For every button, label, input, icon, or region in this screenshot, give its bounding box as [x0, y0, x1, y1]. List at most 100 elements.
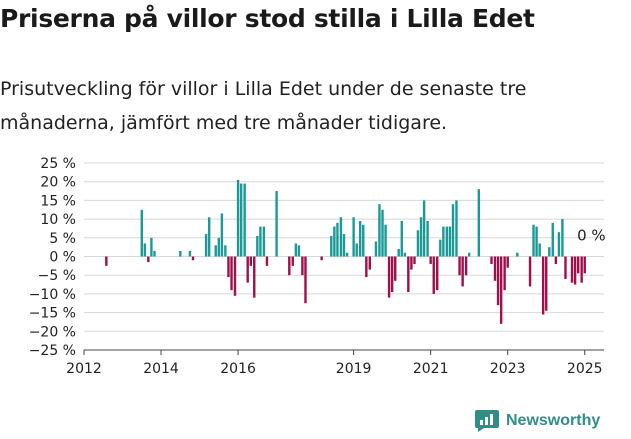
bar [490, 256, 493, 264]
bar [532, 224, 535, 257]
bar [455, 200, 458, 257]
bar [410, 256, 413, 270]
bar [147, 256, 150, 263]
bar [150, 237, 153, 257]
bar [564, 256, 567, 279]
y-tick-label: −10 % [29, 287, 76, 303]
bar [365, 256, 368, 278]
bar [580, 256, 583, 283]
bar [413, 256, 416, 264]
bar [220, 213, 224, 257]
bar [143, 243, 147, 257]
bar [426, 220, 429, 257]
bar [451, 204, 455, 257]
y-tick-label: 25 % [40, 156, 76, 172]
bar [394, 256, 397, 281]
bar [442, 226, 445, 257]
y-tick-label: 15 % [40, 193, 76, 209]
bar [262, 226, 266, 257]
bar [345, 252, 349, 257]
bar [439, 239, 442, 257]
bar [352, 217, 355, 257]
bar [217, 237, 221, 257]
x-tick-label: 2012 [66, 361, 102, 377]
bar [387, 256, 391, 298]
bar [105, 256, 108, 266]
bar [467, 252, 471, 257]
bar [477, 189, 481, 257]
bar [179, 250, 182, 257]
y-tick-label: −20 % [29, 324, 76, 340]
x-tick-label: 2023 [490, 361, 526, 377]
bar [259, 226, 262, 257]
bar [573, 256, 577, 285]
bar [554, 256, 558, 264]
bar [397, 249, 400, 257]
bar [204, 234, 208, 257]
bar [304, 256, 307, 304]
bar [499, 256, 503, 324]
bar [551, 222, 554, 257]
bar [362, 224, 365, 257]
bar [233, 256, 237, 296]
bar [275, 191, 278, 257]
bar [493, 256, 497, 281]
bar [342, 234, 346, 257]
bar [384, 224, 387, 257]
latest-value-label: 0 % [577, 227, 606, 245]
bar [246, 256, 249, 283]
bar [191, 256, 195, 261]
bar [419, 217, 423, 257]
x-tick-label: 2014 [143, 361, 179, 377]
bar [422, 200, 426, 257]
bar [249, 256, 252, 266]
bar [188, 250, 192, 257]
bar [545, 256, 548, 311]
x-tick-label: 2025 [567, 361, 603, 377]
bar [239, 183, 243, 257]
bar [445, 226, 449, 257]
bar [253, 256, 256, 298]
bar [528, 256, 532, 287]
bar [336, 222, 339, 257]
bar [333, 226, 336, 257]
bar [448, 226, 452, 257]
bar [214, 245, 217, 257]
bar [374, 241, 378, 257]
y-tick-label: 10 % [40, 212, 76, 228]
page-title: Priserna på villor stod stilla i Lilla E… [0, 4, 535, 33]
bar [355, 243, 358, 257]
bar [538, 243, 541, 257]
bar [140, 209, 143, 257]
bar [265, 256, 269, 266]
brand-name: Newsworthy [506, 412, 601, 429]
bar [400, 220, 403, 257]
y-tick-label: 5 % [49, 231, 76, 247]
bar [458, 256, 461, 276]
bar [236, 179, 240, 257]
bar [358, 220, 362, 257]
bar [339, 217, 343, 257]
bar [291, 256, 294, 266]
y-tick-label: 20 % [40, 175, 76, 191]
bar [230, 256, 233, 291]
x-tick-label: 2016 [220, 361, 256, 377]
y-tick-label: 0 % [49, 250, 76, 266]
bar [541, 256, 545, 315]
y-tick-label: −25 % [29, 343, 76, 359]
bar [436, 256, 439, 291]
bar [570, 256, 574, 283]
bar [561, 219, 564, 257]
newsworthy-logo-icon [475, 410, 499, 432]
bar [576, 256, 580, 274]
bar [207, 217, 211, 257]
bar [516, 252, 519, 257]
y-tick-label: −15 % [29, 306, 76, 322]
bar [496, 256, 500, 306]
bar [461, 256, 464, 287]
bar [297, 245, 301, 257]
bar [381, 209, 384, 257]
bar [464, 256, 468, 276]
bar [301, 256, 304, 276]
brand-logo: Newsworthy [474, 409, 600, 433]
